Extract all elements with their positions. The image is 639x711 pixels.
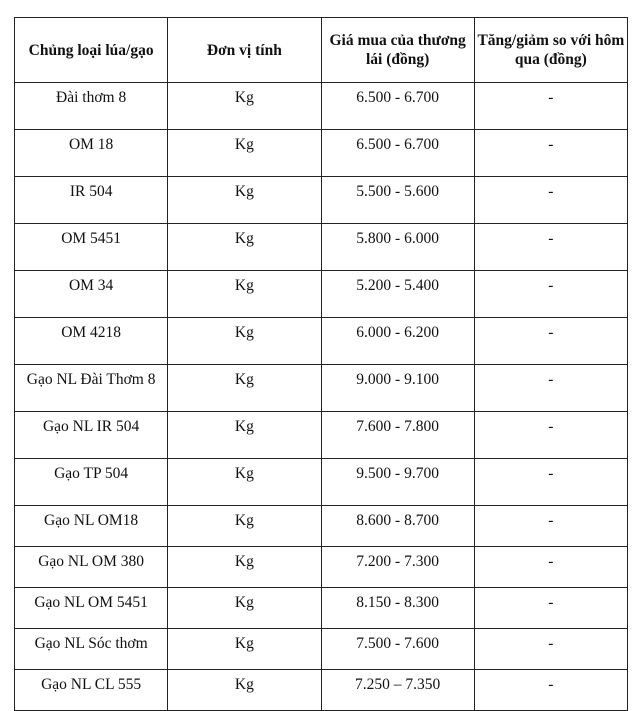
cell-rice-type: Gạo NL OM18	[13, 505, 169, 547]
table-row: Gạo NL IR 504 Kg 7.600 - 7.800-	[13, 411, 629, 459]
cell-change: -	[473, 270, 629, 318]
cell-unit: Kg	[167, 546, 322, 588]
table-row: Gạo NL Đài Thơm 8 Kg 9.000 - 9.100-	[13, 364, 629, 412]
header-row: Chủng loại lúa/gạo Đơn vị tính Giá mua của…	[13, 17, 629, 83]
cell-trader-price: 7.600 - 7.800	[320, 411, 475, 459]
cell-trader-price: 5.500 - 5.600	[320, 176, 475, 224]
table-row: Gạo NL OM 5451 Kg 8.150 - 8.300-	[13, 587, 629, 629]
table-row: Gạo TP 504 Kg 9.500 - 9.700-	[13, 458, 629, 506]
table-row: Gạo NL Sóc thơm Kg 7.500 - 7.600-	[13, 628, 629, 670]
cell-rice-type: OM 34	[13, 270, 169, 318]
cell-unit: Kg	[167, 669, 322, 711]
table-row: Gạo NL OM18 Kg 8.600 - 8.700-	[13, 505, 629, 547]
cell-rice-type: Gạo TP 504	[13, 458, 169, 506]
cell-unit: Kg	[167, 317, 322, 365]
cell-change: -	[473, 458, 629, 506]
cell-trader-price: 7.200 - 7.300	[320, 546, 475, 588]
cell-trader-price: 9.500 - 9.700	[320, 458, 475, 506]
cell-rice-type: OM 18	[13, 129, 169, 177]
table-row: OM 18 Kg 6.500 - 6.700-	[13, 129, 629, 177]
cell-unit: Kg	[167, 129, 322, 177]
cell-trader-price: 9.000 - 9.100	[320, 364, 475, 412]
cell-unit: Kg	[167, 364, 322, 412]
cell-change: -	[473, 505, 629, 547]
cell-unit: Kg	[167, 505, 322, 547]
cell-unit: Kg	[167, 587, 322, 629]
cell-change: -	[473, 411, 629, 459]
cell-change: -	[473, 82, 629, 130]
cell-rice-type: Gạo NL Đài Thơm 8	[13, 364, 169, 412]
header-rice-type: Chủng loại lúa/gạo	[13, 17, 169, 83]
cell-trader-price: 8.600 - 8.700	[320, 505, 475, 547]
cell-trader-price: 6.000 - 6.200	[320, 317, 475, 365]
cell-unit: Kg	[167, 176, 322, 224]
cell-trader-price: 7.250 – 7.350	[320, 669, 475, 711]
cell-rice-type: Gạo NL OM 5451	[13, 587, 169, 629]
cell-trader-price: 5.800 - 6.000	[320, 223, 475, 271]
cell-trader-price: 6.500 - 6.700	[320, 129, 475, 177]
rice-price-table: Chủng loại lúa/gạo Đơn vị tính Giá mua của…	[13, 17, 629, 711]
table-row: OM 4218 Kg 6.000 - 6.200-	[13, 317, 629, 365]
cell-rice-type: IR 504	[13, 176, 169, 224]
cell-unit: Kg	[167, 458, 322, 506]
table-row: IR 504 Kg 5.500 - 5.600-	[13, 176, 629, 224]
cell-change: -	[473, 176, 629, 224]
cell-change: -	[473, 317, 629, 365]
cell-unit: Kg	[167, 270, 322, 318]
cell-unit: Kg	[167, 628, 322, 670]
cell-change: -	[473, 223, 629, 271]
table-row: Đài thơm 8 Kg 6.500 - 6.700-	[13, 82, 629, 130]
cell-rice-type: Gạo NL Sóc thơm	[13, 628, 169, 670]
header-unit: Đơn vị tính	[167, 17, 322, 83]
cell-rice-type: Gạo NL CL 555	[13, 669, 169, 711]
cell-trader-price: 7.500 - 7.600	[320, 628, 475, 670]
cell-unit: Kg	[167, 411, 322, 459]
cell-rice-type: Đài thơm 8	[13, 82, 169, 130]
cell-trader-price: 8.150 - 8.300	[320, 587, 475, 629]
table-row: Gạo NL OM 380 Kg 7.200 - 7.300-	[13, 546, 629, 588]
table-row: OM 5451 Kg 5.800 - 6.000-	[13, 223, 629, 271]
cell-rice-type: OM 5451	[13, 223, 169, 271]
table-row: OM 34 Kg 5.200 - 5.400-	[13, 270, 629, 318]
cell-rice-type: OM 4218	[13, 317, 169, 365]
cell-rice-type: Gạo NL OM 380	[13, 546, 169, 588]
cell-rice-type: Gạo NL IR 504	[13, 411, 169, 459]
cell-change: -	[473, 364, 629, 412]
cell-trader-price: 5.200 - 5.400	[320, 270, 475, 318]
cell-change: -	[473, 669, 629, 711]
cell-unit: Kg	[167, 223, 322, 271]
header-trader-price: Giá mua của thương lái (đồng)	[320, 17, 475, 83]
header-change: Tăng/giảm so với hôm qua (đồng)	[473, 17, 629, 83]
cell-change: -	[473, 546, 629, 588]
cell-change: -	[473, 129, 629, 177]
cell-trader-price: 6.500 - 6.700	[320, 82, 475, 130]
cell-change: -	[473, 587, 629, 629]
cell-change: -	[473, 628, 629, 670]
table-row: Gạo NL CL 555 Kg 7.250 – 7.350-	[13, 669, 629, 711]
cell-unit: Kg	[167, 82, 322, 130]
